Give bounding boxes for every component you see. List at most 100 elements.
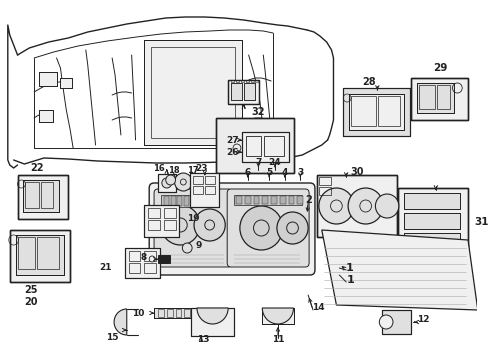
Circle shape <box>318 188 353 224</box>
Bar <box>343 88 409 136</box>
Bar <box>204 176 214 184</box>
Bar <box>316 175 396 237</box>
Bar <box>244 196 250 204</box>
FancyBboxPatch shape <box>227 189 308 267</box>
Bar <box>61 78 72 88</box>
Bar <box>193 176 203 184</box>
Bar <box>144 263 156 273</box>
Circle shape <box>240 206 282 250</box>
Circle shape <box>162 178 171 188</box>
Text: 15: 15 <box>106 333 119 342</box>
Text: 6: 6 <box>244 167 250 176</box>
Bar <box>144 205 179 237</box>
Bar <box>158 174 175 192</box>
Bar <box>262 196 267 204</box>
Bar <box>193 186 203 194</box>
Bar <box>410 78 467 120</box>
Text: 3: 3 <box>297 167 303 176</box>
Text: 12: 12 <box>416 315 429 324</box>
Text: 9: 9 <box>195 240 201 249</box>
Bar <box>350 96 376 126</box>
Bar <box>170 196 175 206</box>
Bar <box>288 196 294 204</box>
Bar <box>10 230 70 282</box>
Bar <box>190 173 219 207</box>
Bar <box>242 132 288 162</box>
Text: 1: 1 <box>346 275 354 285</box>
Circle shape <box>174 173 192 191</box>
Bar <box>151 47 235 138</box>
Circle shape <box>149 256 155 262</box>
Bar <box>262 308 293 324</box>
Bar <box>39 110 53 122</box>
Bar <box>382 310 410 334</box>
Bar <box>397 188 467 256</box>
Bar <box>244 83 254 100</box>
Bar <box>244 83 254 100</box>
Bar <box>403 213 459 229</box>
Bar <box>250 80 253 82</box>
Bar <box>228 80 259 104</box>
Bar <box>264 136 283 156</box>
Bar <box>154 308 224 318</box>
Bar <box>144 40 242 145</box>
Bar <box>154 308 224 318</box>
Bar <box>241 80 244 82</box>
Bar <box>144 251 156 261</box>
Bar <box>161 195 204 207</box>
Text: 10: 10 <box>132 309 144 318</box>
Bar <box>23 180 59 212</box>
Bar <box>236 80 239 82</box>
Bar <box>25 182 39 208</box>
Bar <box>144 205 179 237</box>
Circle shape <box>375 194 398 218</box>
Bar <box>216 118 294 173</box>
Text: 32: 32 <box>251 107 264 117</box>
Text: 30: 30 <box>349 167 363 177</box>
Bar <box>158 174 175 192</box>
Bar <box>343 88 409 136</box>
Bar <box>416 83 453 113</box>
Bar <box>39 72 57 86</box>
Bar <box>128 263 140 273</box>
Bar <box>253 196 259 204</box>
Bar <box>418 85 434 109</box>
Text: 4: 4 <box>281 167 287 176</box>
Bar <box>191 196 196 206</box>
Text: 17: 17 <box>187 166 199 175</box>
Text: 1: 1 <box>345 263 352 273</box>
Bar <box>318 177 330 185</box>
Bar <box>16 235 64 275</box>
Bar <box>158 255 169 263</box>
Bar <box>163 220 175 230</box>
Bar <box>316 175 396 237</box>
Bar <box>436 85 449 109</box>
Circle shape <box>194 209 225 241</box>
Text: 29: 29 <box>433 63 447 73</box>
Bar <box>231 83 242 100</box>
Bar <box>39 110 53 122</box>
Bar <box>262 308 293 324</box>
Bar <box>245 136 261 156</box>
Bar <box>403 233 459 249</box>
Bar <box>158 309 163 317</box>
Bar <box>236 196 242 204</box>
Circle shape <box>165 175 175 185</box>
Bar <box>18 237 35 269</box>
FancyBboxPatch shape <box>149 183 314 275</box>
Text: 28: 28 <box>361 77 375 87</box>
Bar <box>403 213 459 229</box>
Circle shape <box>276 212 307 244</box>
Bar <box>184 309 190 317</box>
Bar <box>410 78 467 120</box>
Bar <box>39 72 57 86</box>
FancyBboxPatch shape <box>154 189 232 267</box>
Bar <box>124 248 160 278</box>
Bar <box>10 230 70 282</box>
Bar <box>175 309 181 317</box>
Bar <box>144 40 242 145</box>
Bar <box>124 248 160 278</box>
Text: 21: 21 <box>100 264 112 273</box>
Bar <box>378 96 399 126</box>
Bar <box>128 251 140 261</box>
